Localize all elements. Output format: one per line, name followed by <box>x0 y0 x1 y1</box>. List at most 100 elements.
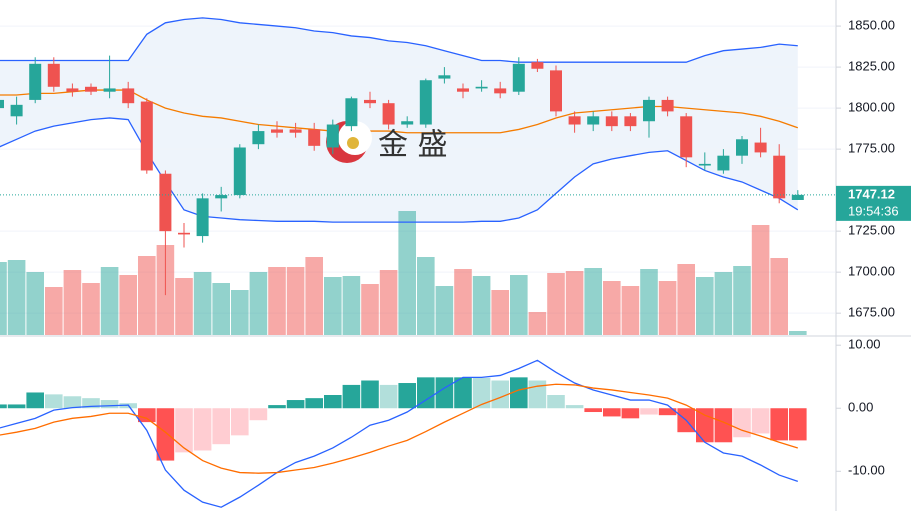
candle-body <box>159 173 172 232</box>
histogram-bar <box>100 400 119 409</box>
histogram-bar <box>249 408 268 421</box>
volume-bar <box>45 287 63 335</box>
last-price-box <box>836 185 911 221</box>
histogram-bar <box>193 408 212 451</box>
volume-bar <box>417 257 435 335</box>
watermark: 金 盛 <box>326 121 448 163</box>
candle-body <box>587 116 600 125</box>
candle-body <box>178 232 190 235</box>
histogram-bar <box>621 408 640 419</box>
histogram-bar <box>379 384 398 409</box>
candle-body <box>0 99 4 109</box>
volume-bar <box>268 267 286 335</box>
candle-body <box>401 121 414 125</box>
histogram-bar <box>454 377 472 409</box>
volume-bar <box>658 281 677 335</box>
candle-body <box>680 116 693 158</box>
candle-body <box>233 147 246 196</box>
y-tick-label: 1725.00 <box>848 223 895 238</box>
candle-body <box>475 86 488 89</box>
candle-body <box>122 88 135 104</box>
histogram-bar <box>305 398 323 409</box>
volume-bar <box>640 269 658 335</box>
candle-body <box>85 86 97 92</box>
volume-bar <box>286 267 305 335</box>
volume-bar <box>379 270 398 335</box>
volume-bar <box>342 276 361 335</box>
candle-body <box>364 99 376 104</box>
histogram-bar <box>751 408 770 434</box>
candle-body <box>326 124 339 148</box>
countdown-label: 19:54:36 <box>848 203 899 218</box>
histogram-bar <box>342 384 361 409</box>
volume-bar <box>547 273 565 335</box>
y-tick-label: 1850.00 <box>848 18 895 33</box>
volume-bar <box>305 257 323 335</box>
candle-layer <box>0 55 835 296</box>
volume-bar <box>324 277 342 335</box>
histogram-bar <box>138 408 156 423</box>
volume-bar <box>603 281 621 335</box>
histogram-bar <box>286 400 305 409</box>
volume-bar <box>193 272 212 335</box>
volume-bar <box>361 284 379 335</box>
candle-body <box>382 103 395 125</box>
histogram-bar <box>528 380 547 409</box>
candle-body <box>308 129 321 146</box>
y-tick-label: 1700.00 <box>848 264 895 279</box>
histogram-bar <box>565 405 584 409</box>
volume-bar <box>472 276 491 335</box>
volume-bar <box>528 312 547 335</box>
volume-bar <box>789 331 807 335</box>
histogram-bar <box>714 408 733 443</box>
candle-body <box>568 116 581 125</box>
lower-band <box>0 117 799 223</box>
volume-bar <box>584 268 602 335</box>
volume-bar <box>751 225 770 335</box>
candle-body <box>215 195 228 199</box>
volume-bar <box>714 272 733 335</box>
candle-body <box>196 198 209 237</box>
histogram-bar <box>491 380 509 409</box>
histogram-bar <box>472 377 491 409</box>
candle-body <box>550 70 562 112</box>
volume-bar <box>175 278 193 335</box>
histogram-bar <box>640 408 658 415</box>
candle-body <box>717 155 730 171</box>
candle-body <box>438 75 451 79</box>
candle-body <box>605 116 618 127</box>
histogram-bar <box>268 405 286 409</box>
upper-band <box>0 17 798 63</box>
y-tick-label: 0.00 <box>848 400 873 415</box>
volume-bar <box>63 270 82 335</box>
histogram-bar <box>26 392 44 409</box>
volume-bar <box>82 283 100 335</box>
histogram-bar <box>658 408 677 416</box>
volume-bar <box>7 260 26 335</box>
y-tick-label: 1825.00 <box>848 59 895 74</box>
histogram-bar <box>696 408 714 443</box>
histogram-bar <box>175 408 193 453</box>
histogram-bar <box>324 395 342 409</box>
logo-dot <box>347 137 359 149</box>
candle-body <box>271 129 283 133</box>
candle-body <box>643 99 655 122</box>
candle-body <box>103 88 116 92</box>
candle-body <box>345 98 358 127</box>
histogram-bar <box>212 408 230 445</box>
y-tick-label: 1775.00 <box>848 141 895 156</box>
candle-body <box>140 101 153 171</box>
macd-line <box>0 359 799 508</box>
candle-body <box>661 99 674 112</box>
histogram-bar <box>82 398 100 409</box>
histogram-bar <box>584 408 602 413</box>
candle-body <box>66 88 79 92</box>
volume-bar <box>565 271 584 335</box>
y-tick-label: -10.00 <box>848 463 885 478</box>
volume-bar <box>696 277 714 335</box>
volume-bar <box>231 290 249 335</box>
candle-body <box>624 116 637 127</box>
candle-body <box>791 194 804 200</box>
